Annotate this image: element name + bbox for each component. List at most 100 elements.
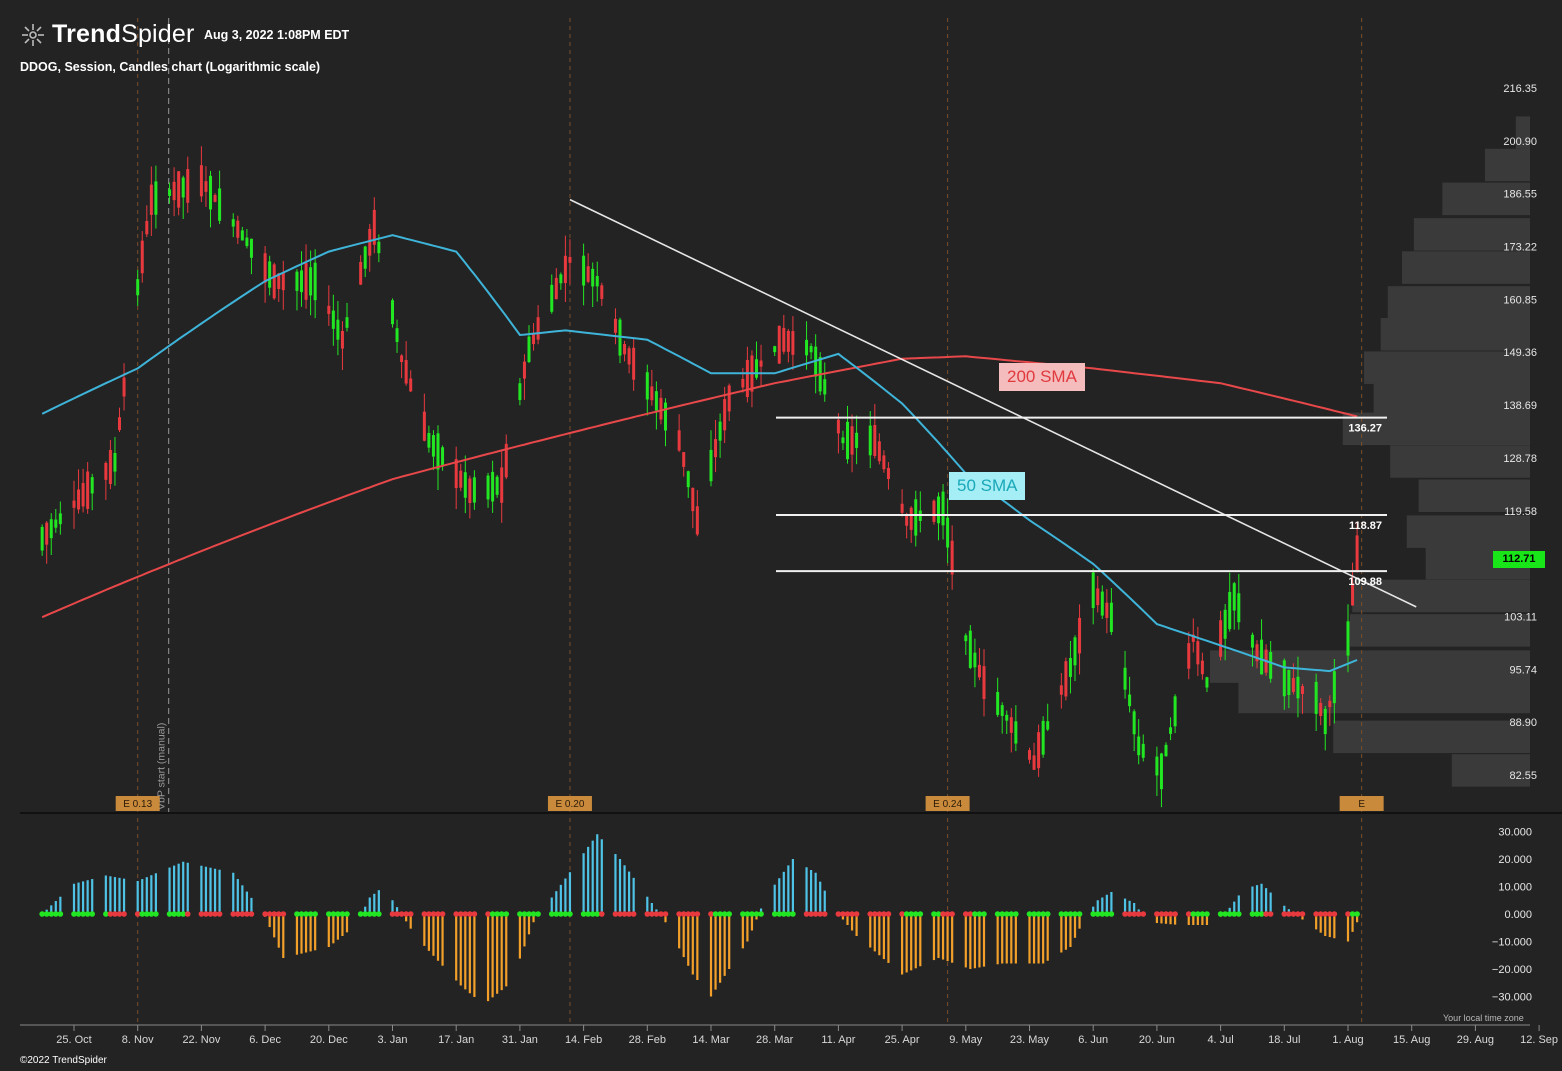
oscillator-dot xyxy=(366,911,373,917)
oscillator-dot xyxy=(944,911,951,917)
candle-body xyxy=(1205,677,1209,688)
candle-body xyxy=(1032,755,1036,770)
oscillator-dot xyxy=(471,911,478,917)
oscillator-dot xyxy=(1236,911,1242,917)
candle-body xyxy=(1223,609,1227,639)
candle-body xyxy=(559,274,563,284)
oscillator-dot xyxy=(1131,911,1137,917)
candle-body xyxy=(613,318,617,333)
oscillator-dot xyxy=(1249,911,1256,917)
oscillator-dot xyxy=(553,911,560,917)
oscillator-dot xyxy=(680,911,687,917)
candle-body xyxy=(177,171,181,208)
oscillator-dot xyxy=(1040,911,1046,917)
candle-body xyxy=(122,377,126,397)
oscillator-dot xyxy=(1226,911,1233,917)
oscillator-dot xyxy=(1317,911,1324,917)
oscillator-dot xyxy=(184,911,191,917)
oscillator-dot xyxy=(376,911,382,917)
candle-body xyxy=(568,257,572,263)
candle-body xyxy=(1328,700,1332,708)
oscillator-dot xyxy=(1258,911,1265,917)
candle-body xyxy=(627,348,631,365)
oscillator-dot xyxy=(57,911,64,917)
candle-body xyxy=(272,264,276,299)
oscillator-axis-tick: 20.000 xyxy=(1498,854,1532,866)
oscillator-dot xyxy=(107,911,114,917)
candle-body xyxy=(1068,657,1072,677)
oscillator-dot xyxy=(521,911,528,917)
candle-body xyxy=(331,310,335,329)
oscillator-dot xyxy=(744,911,751,917)
oscillator-dot xyxy=(421,911,428,917)
candle-body xyxy=(723,399,727,431)
candle-body xyxy=(309,267,313,296)
x-axis-tick: 28. Mar xyxy=(756,1034,794,1046)
oscillator-dot xyxy=(371,911,378,917)
oscillator-dot xyxy=(781,911,787,917)
oscillator-dot xyxy=(903,911,910,917)
oscillator-dot xyxy=(835,911,842,917)
candle-body xyxy=(454,459,458,489)
candle-body xyxy=(1228,591,1232,630)
candle-body xyxy=(245,237,249,247)
oscillator-dot xyxy=(439,911,446,917)
volume-profile-bar xyxy=(1349,614,1530,647)
oscillator-dot xyxy=(175,911,182,917)
candle-body xyxy=(1091,572,1095,609)
candle-body xyxy=(118,417,121,431)
candle-body xyxy=(72,500,76,508)
candle-body xyxy=(755,359,758,378)
candle-body xyxy=(909,507,913,530)
oscillator-dot xyxy=(498,911,505,917)
candle-body xyxy=(1301,686,1304,694)
oscillator-dot xyxy=(203,911,209,917)
oscillator-dot xyxy=(103,911,109,917)
oscillator-dot xyxy=(1067,911,1074,917)
candle-body xyxy=(582,255,586,286)
oscillator-axis-tick: −10.000 xyxy=(1492,937,1532,949)
volume-profile-bar xyxy=(1418,479,1530,512)
oscillator-dot xyxy=(339,911,346,917)
price-axis-tick: 200.90 xyxy=(1503,136,1537,148)
oscillator-dot xyxy=(1204,911,1210,917)
oscillator-dot xyxy=(1008,911,1015,917)
oscillator-dot xyxy=(931,911,937,917)
oscillator-dot xyxy=(485,911,491,917)
oscillator-dot xyxy=(494,911,500,917)
oscillator-dot xyxy=(1090,911,1096,917)
candle-body xyxy=(504,443,508,478)
sma200-label: 200 SMA xyxy=(999,363,1085,391)
x-axis-tick: 9. May xyxy=(949,1034,983,1046)
oscillator-dot xyxy=(262,911,268,917)
oscillator-dot xyxy=(580,911,587,917)
candle-body xyxy=(1169,727,1173,734)
oscillator-dot xyxy=(244,911,250,917)
oscillator-dot xyxy=(1327,911,1333,917)
oscillator-dot xyxy=(453,911,460,917)
oscillator-dot xyxy=(457,911,464,917)
oscillator-dot xyxy=(344,911,350,917)
price-axis-tick: 186.55 xyxy=(1503,189,1537,201)
candle-body xyxy=(1009,717,1013,733)
candle-body xyxy=(463,472,467,498)
candle-body xyxy=(49,519,53,539)
oscillator-dot xyxy=(1013,911,1019,917)
candle-body xyxy=(441,447,445,467)
oscillator-dot xyxy=(771,911,778,917)
x-axis-tick: 31. Jan xyxy=(502,1034,538,1046)
candle-body xyxy=(268,261,272,288)
oscillator-dot xyxy=(994,911,1001,917)
oscillator-dot xyxy=(166,911,173,917)
oscillator-dot xyxy=(207,911,214,917)
price-axis-tick: 95.74 xyxy=(1509,664,1537,676)
volume-profile-bar xyxy=(1333,720,1530,754)
candle-body xyxy=(359,261,363,285)
oscillator-dot xyxy=(1099,911,1106,917)
oscillator-dot xyxy=(198,911,205,917)
oscillator-dot xyxy=(1313,911,1319,917)
candle-body xyxy=(741,378,745,388)
x-axis-tick: 23. May xyxy=(1010,1034,1050,1046)
oscillator-dot xyxy=(430,911,437,917)
